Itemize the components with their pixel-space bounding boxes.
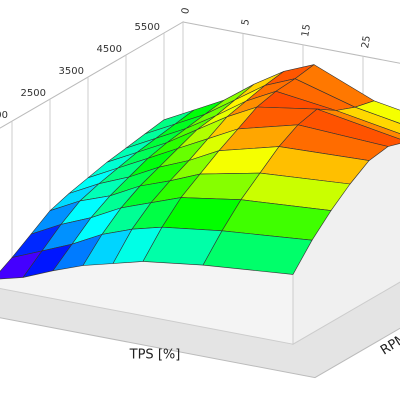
y-tick-label: 5500 (135, 22, 160, 33)
y-tick-label: 4500 (97, 44, 122, 55)
x-axis-title: TPS [%] (129, 348, 181, 363)
x-tick-label: 25 (360, 35, 373, 49)
surface-cell (202, 230, 313, 275)
x-tick-label: 15 (300, 23, 313, 37)
x-tick-label: 5 (240, 18, 252, 26)
surface (0, 64, 400, 346)
y-tick-label: 1500 (0, 110, 8, 121)
y-tick-label: 3500 (59, 66, 84, 77)
surface-cell (354, 100, 400, 124)
x-tick-label: 0 (180, 7, 192, 15)
y-tick-label: 2500 (21, 88, 46, 99)
